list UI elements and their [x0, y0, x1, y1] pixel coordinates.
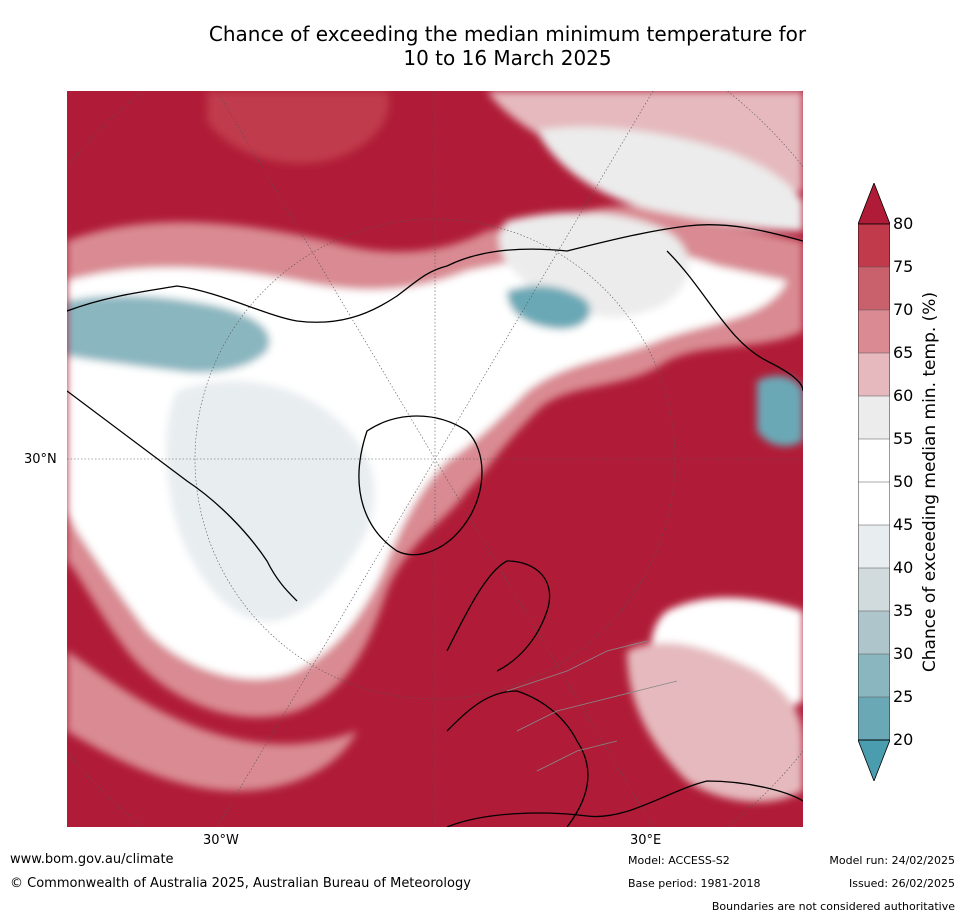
boundaries-disclaimer: Boundaries are not considered authoritat… — [711, 900, 955, 913]
region-north-ne-white — [537, 127, 803, 231]
model-info: Model: ACCESS-S2 — [628, 854, 730, 867]
colorbar-segment-40-45 — [858, 525, 890, 568]
coast-asia-east — [666, 250, 803, 392]
probability-map — [67, 91, 803, 827]
longitude-label-west: 30°W — [203, 833, 239, 848]
colorbar-segment-75-80 — [858, 224, 890, 267]
colorbar-segment-20-25 — [858, 697, 890, 740]
colorbar-tick: 55 — [893, 429, 914, 448]
colorbar-tick: 25 — [893, 687, 914, 706]
colorbar-segment-65-70 — [858, 310, 890, 353]
region-pacific-pale — [67, 651, 357, 791]
issued-date: Issued: 26/02/2025 — [848, 877, 955, 890]
latitude-label: 30°N — [24, 452, 57, 467]
coast-greenland — [358, 415, 483, 556]
colorbar-tick: 40 — [893, 558, 914, 577]
coast-alaska-canada — [67, 265, 448, 323]
colorbar-segment-55-60 — [858, 396, 890, 439]
title-line-2: 10 to 16 March 2025 — [403, 46, 612, 70]
colorbar-tick: 75 — [893, 257, 914, 276]
graticule — [67, 91, 803, 827]
colorbar-tick: 30 — [893, 644, 914, 663]
coast-scandinavia — [446, 560, 551, 672]
website-link[interactable]: www.bom.gov.au/climate — [10, 852, 174, 867]
colorbar-segment-35-40 — [858, 568, 890, 611]
region-canada-grey — [166, 380, 375, 622]
colorbar-tick: 45 — [893, 515, 914, 534]
colorbar-tick: 20 — [893, 730, 914, 749]
coast-siberia — [446, 224, 803, 267]
colorbar — [858, 183, 890, 781]
region-east-blue — [757, 375, 803, 447]
colorbar-tick: 35 — [893, 601, 914, 620]
colorbar-tick: 60 — [893, 386, 914, 405]
colorbar-label: Chance of exceeding median min. temp. (%… — [920, 291, 940, 673]
colorbar-segment-25-30 — [858, 654, 890, 697]
colorbar-segment-70-75 — [858, 267, 890, 310]
longitude-label-east: 30°E — [630, 833, 662, 848]
colorbar-segment-30-35 — [858, 611, 890, 654]
coastlines — [67, 224, 803, 827]
model-run-date: Model run: 24/02/2025 — [829, 854, 955, 867]
region-siberia-blue — [507, 285, 591, 330]
map-title: Chance of exceeding the median minimum t… — [150, 22, 865, 70]
coast-canada-arctic — [67, 390, 298, 602]
colorbar-tick: 70 — [893, 300, 914, 319]
base-period-info: Base period: 1981-2018 — [628, 877, 761, 890]
colorbar-segment-45-50 — [858, 482, 890, 525]
coast-africa — [446, 780, 803, 827]
colorbar-segment-60-65 — [858, 353, 890, 396]
colorbar-tick: 80 — [893, 214, 914, 233]
title-line-1: Chance of exceeding the median minimum t… — [208, 22, 807, 46]
coast-europe — [446, 690, 589, 827]
copyright-notice: © Commonwealth of Australia 2025, Austra… — [10, 876, 471, 891]
region-americas-blue — [67, 295, 270, 373]
region-north-pink — [207, 91, 389, 164]
map-canvas — [67, 91, 803, 827]
country-borders — [506, 640, 678, 772]
colorbar-tick: 50 — [893, 472, 914, 491]
colorbar-tick: 65 — [893, 343, 914, 362]
colorbar-segment-50-55 — [858, 439, 890, 482]
colorbar-bottom-extension — [858, 739, 890, 781]
colorbar-top-extension — [858, 183, 890, 225]
